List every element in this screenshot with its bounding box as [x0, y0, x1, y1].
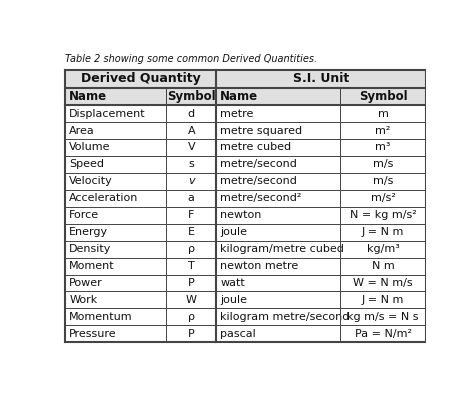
Text: kg/m³: kg/m³: [367, 244, 400, 254]
Text: Volume: Volume: [69, 142, 111, 152]
Text: P: P: [188, 329, 194, 339]
Text: metre/second: metre/second: [220, 159, 297, 169]
Text: newton metre: newton metre: [220, 261, 298, 271]
Text: m: m: [377, 109, 388, 119]
Text: Displacement: Displacement: [69, 109, 146, 119]
Text: m/s²: m/s²: [371, 193, 395, 203]
Text: Moment: Moment: [69, 261, 115, 271]
Text: watt: watt: [220, 278, 245, 288]
Bar: [341, 88, 426, 105]
Text: Speed: Speed: [69, 159, 104, 169]
Text: Name: Name: [220, 90, 258, 103]
Text: joule: joule: [220, 295, 247, 305]
Text: S.I. Unit: S.I. Unit: [293, 73, 349, 85]
Text: d: d: [188, 109, 195, 119]
Bar: [217, 70, 426, 88]
Text: Pressure: Pressure: [69, 329, 117, 339]
Text: T: T: [188, 261, 194, 271]
Text: kilogram metre/second: kilogram metre/second: [220, 312, 350, 322]
Text: W: W: [186, 295, 197, 305]
Text: joule: joule: [220, 227, 247, 237]
Bar: [166, 88, 217, 105]
Text: metre squared: metre squared: [220, 126, 302, 136]
Text: Area: Area: [69, 126, 95, 136]
Text: J = N m: J = N m: [362, 295, 404, 305]
Text: Power: Power: [69, 278, 103, 288]
Text: v: v: [188, 176, 194, 186]
Text: Symbol: Symbol: [167, 90, 216, 103]
Text: V: V: [187, 142, 195, 152]
Text: Table 2 showing some common Derived Quantities.: Table 2 showing some common Derived Quan…: [65, 54, 317, 64]
Text: Name: Name: [69, 90, 107, 103]
Text: Momentum: Momentum: [69, 312, 133, 322]
Text: kilogram/metre cubed: kilogram/metre cubed: [220, 244, 344, 254]
Text: m³: m³: [375, 142, 391, 152]
Text: Force: Force: [69, 210, 99, 220]
Text: Energy: Energy: [69, 227, 108, 237]
Text: N m: N m: [372, 261, 394, 271]
Text: E: E: [188, 227, 195, 237]
Text: m²: m²: [376, 126, 391, 136]
Text: metre cubed: metre cubed: [220, 142, 291, 152]
Text: Derived Quantity: Derived Quantity: [81, 73, 201, 85]
Bar: [65, 70, 217, 88]
Text: Symbol: Symbol: [359, 90, 407, 103]
Text: F: F: [188, 210, 194, 220]
Text: metre: metre: [220, 109, 254, 119]
Text: Pa = N/m²: Pa = N/m²: [355, 329, 412, 339]
Text: Work: Work: [69, 295, 97, 305]
Text: ρ: ρ: [188, 312, 195, 322]
Text: W = N m/s: W = N m/s: [353, 278, 413, 288]
Bar: [217, 88, 341, 105]
Bar: [65, 88, 166, 105]
Text: m/s: m/s: [373, 176, 393, 186]
Text: J = N m: J = N m: [362, 227, 404, 237]
Text: s: s: [188, 159, 194, 169]
Text: A: A: [187, 126, 195, 136]
Text: m/s: m/s: [373, 159, 393, 169]
Text: metre/second: metre/second: [220, 176, 297, 186]
Text: P: P: [188, 278, 194, 288]
Text: Velocity: Velocity: [69, 176, 113, 186]
Text: Density: Density: [69, 244, 112, 254]
Text: pascal: pascal: [220, 329, 256, 339]
Text: Acceleration: Acceleration: [69, 193, 139, 203]
Text: metre/second²: metre/second²: [220, 193, 302, 203]
Text: kg m/s = N s: kg m/s = N s: [347, 312, 419, 322]
Text: N = kg m/s²: N = kg m/s²: [350, 210, 416, 220]
Text: ρ: ρ: [188, 244, 195, 254]
Text: a: a: [188, 193, 195, 203]
Text: newton: newton: [220, 210, 262, 220]
